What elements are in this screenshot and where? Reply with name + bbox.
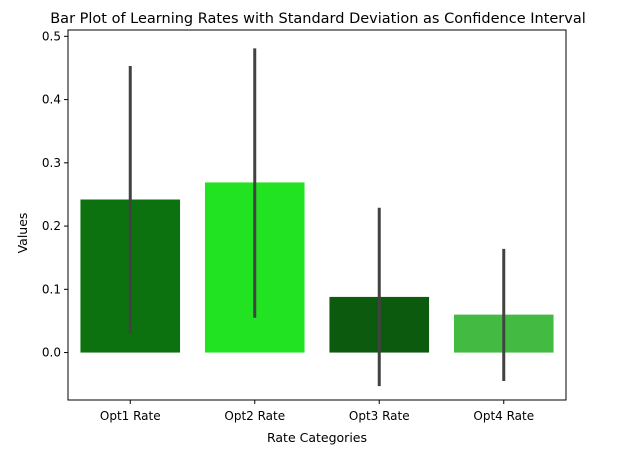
x-axis-label: Rate Categories bbox=[267, 430, 367, 445]
plot-frame bbox=[67, 29, 567, 401]
y-axis-label: Values bbox=[15, 213, 30, 254]
y-tick-label: 0.1 bbox=[42, 282, 61, 296]
x-tick-label: Opt4 Rate bbox=[473, 409, 534, 423]
error-bars-layer bbox=[128, 48, 506, 387]
x-tick-label: Opt2 Rate bbox=[224, 409, 285, 423]
x-axis-ticks: Opt1 Rate Opt2 Rate Opt3 Rate Opt4 Rate bbox=[100, 400, 534, 423]
y-axis-ticks: 0.0 0.1 0.2 0.3 0.4 0.5 bbox=[42, 29, 68, 360]
chart-title: Bar Plot of Learning Rates with Standard… bbox=[50, 11, 586, 27]
y-tick-label: 0.4 bbox=[42, 93, 61, 107]
y-tick-label: 0.2 bbox=[42, 219, 61, 233]
x-tick-label: Opt1 Rate bbox=[100, 409, 161, 423]
bars-layer bbox=[80, 182, 554, 353]
y-tick-label: 0.0 bbox=[42, 346, 61, 360]
y-tick-label: 0.5 bbox=[42, 29, 61, 43]
y-tick-label: 0.3 bbox=[42, 156, 61, 170]
x-tick-label: Opt3 Rate bbox=[349, 409, 410, 423]
